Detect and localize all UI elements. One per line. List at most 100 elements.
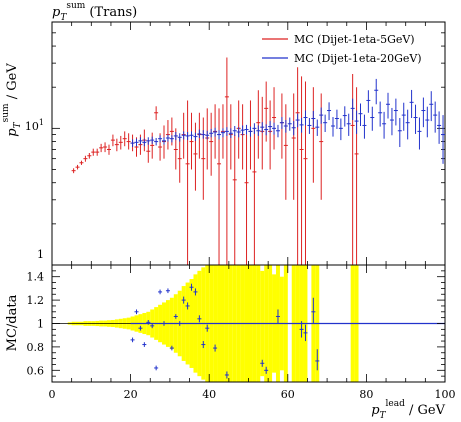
data-point xyxy=(362,114,367,139)
main-ytick-label-1: 1 xyxy=(37,248,44,261)
data-point xyxy=(350,98,355,121)
data-point xyxy=(252,128,257,265)
data-point xyxy=(209,112,214,176)
data-point xyxy=(370,106,375,131)
ratio-ytick-label: 1.2 xyxy=(27,294,45,307)
ratio-point xyxy=(142,342,147,347)
ratio-point xyxy=(134,309,139,315)
data-point xyxy=(338,118,343,141)
main-plot-area xyxy=(51,21,446,266)
data-point xyxy=(103,142,108,153)
ratio-xtick-label: 100 xyxy=(435,388,456,401)
ratio-point xyxy=(189,283,194,291)
data-point xyxy=(91,148,96,156)
ratio-xtick-label: 0 xyxy=(49,388,56,401)
legend: MC (Dijet-1eta-5GeV) MC (Dijet-1eta-20Ge… xyxy=(262,33,422,65)
ratio-ytick-label: 0.6 xyxy=(27,364,45,377)
legend-label-red: MC (Dijet-1eta-5GeV) xyxy=(294,33,415,46)
ratio-xtick-label: 20 xyxy=(124,388,138,401)
data-point xyxy=(366,90,371,113)
data-point xyxy=(220,128,225,138)
data-point xyxy=(291,121,296,136)
data-point xyxy=(240,125,245,136)
data-point xyxy=(185,132,190,141)
data-point xyxy=(272,87,277,150)
data-point xyxy=(299,76,304,265)
data-point xyxy=(177,133,182,142)
data-point xyxy=(330,117,335,137)
ratio-ytick-label: 1 xyxy=(37,318,44,331)
ratio-point xyxy=(181,296,186,304)
data-point xyxy=(303,110,308,126)
ratio-point xyxy=(264,366,269,374)
ratio-point xyxy=(158,289,163,295)
data-point xyxy=(354,110,359,134)
data-point xyxy=(201,130,206,139)
data-point xyxy=(87,153,92,159)
data-point xyxy=(75,164,80,170)
data-point xyxy=(122,131,127,147)
series-blue xyxy=(130,78,446,164)
ratio-point xyxy=(299,321,304,338)
data-point xyxy=(268,121,273,133)
data-point xyxy=(315,119,320,136)
data-point xyxy=(177,137,182,183)
ratio-point xyxy=(311,297,316,324)
main-data-marks xyxy=(71,57,446,265)
data-point xyxy=(393,98,398,126)
ratio-point xyxy=(201,341,206,349)
ratio-data-marks xyxy=(130,283,445,379)
main-ylabel: pTsum / GeV xyxy=(1,63,23,137)
data-point xyxy=(264,124,269,136)
data-point xyxy=(433,101,438,133)
data-point xyxy=(154,137,159,146)
data-point xyxy=(71,168,76,174)
data-point xyxy=(291,93,296,200)
main-ylabel-main: p xyxy=(5,128,20,137)
data-point xyxy=(106,144,111,155)
data-point xyxy=(213,127,218,137)
data-point xyxy=(382,111,387,139)
main-ylabel-suffix: / GeV xyxy=(5,63,20,104)
data-point xyxy=(99,143,104,153)
data-point xyxy=(256,125,261,136)
data-point xyxy=(323,114,328,133)
data-point xyxy=(79,160,84,165)
ratio-point xyxy=(173,314,178,319)
data-point xyxy=(437,111,442,144)
data-point xyxy=(224,127,229,136)
data-point xyxy=(126,133,131,150)
chart-title: pTsum (Trans) xyxy=(52,1,137,23)
ratio-point xyxy=(150,323,155,329)
ratio-point xyxy=(275,309,280,324)
data-point xyxy=(181,131,186,140)
data-point xyxy=(287,117,292,131)
chart-title-suffix: (Trans) xyxy=(85,5,137,20)
ratio-xtick-label: 80 xyxy=(359,388,373,401)
data-point xyxy=(224,57,229,265)
ratio-panel: 0.6 0.8 1 1.2 1.4 0 20 40 60 80 100 MC/data pTlea… xyxy=(5,264,456,421)
data-point xyxy=(244,124,249,135)
data-point xyxy=(405,109,410,140)
chart-title-superscript: sum xyxy=(66,1,85,11)
data-point xyxy=(311,87,316,183)
data-point xyxy=(295,113,300,128)
ratio-point xyxy=(260,359,265,367)
data-point xyxy=(110,134,115,147)
ratio-ytick-label: 1.4 xyxy=(27,271,45,284)
data-point xyxy=(197,129,202,138)
ratio-point xyxy=(169,345,174,351)
ratio-xlabel-superscript: lead xyxy=(386,399,406,409)
main-ytick-label-10: 101 xyxy=(25,118,44,133)
data-point xyxy=(342,106,347,127)
data-point xyxy=(413,104,418,134)
data-point xyxy=(311,110,316,128)
ratio-point xyxy=(177,321,182,326)
data-point xyxy=(232,126,237,136)
data-point xyxy=(189,131,194,140)
data-point xyxy=(248,126,253,137)
data-point xyxy=(162,137,167,145)
data-point xyxy=(138,137,143,145)
data-point xyxy=(130,139,135,148)
